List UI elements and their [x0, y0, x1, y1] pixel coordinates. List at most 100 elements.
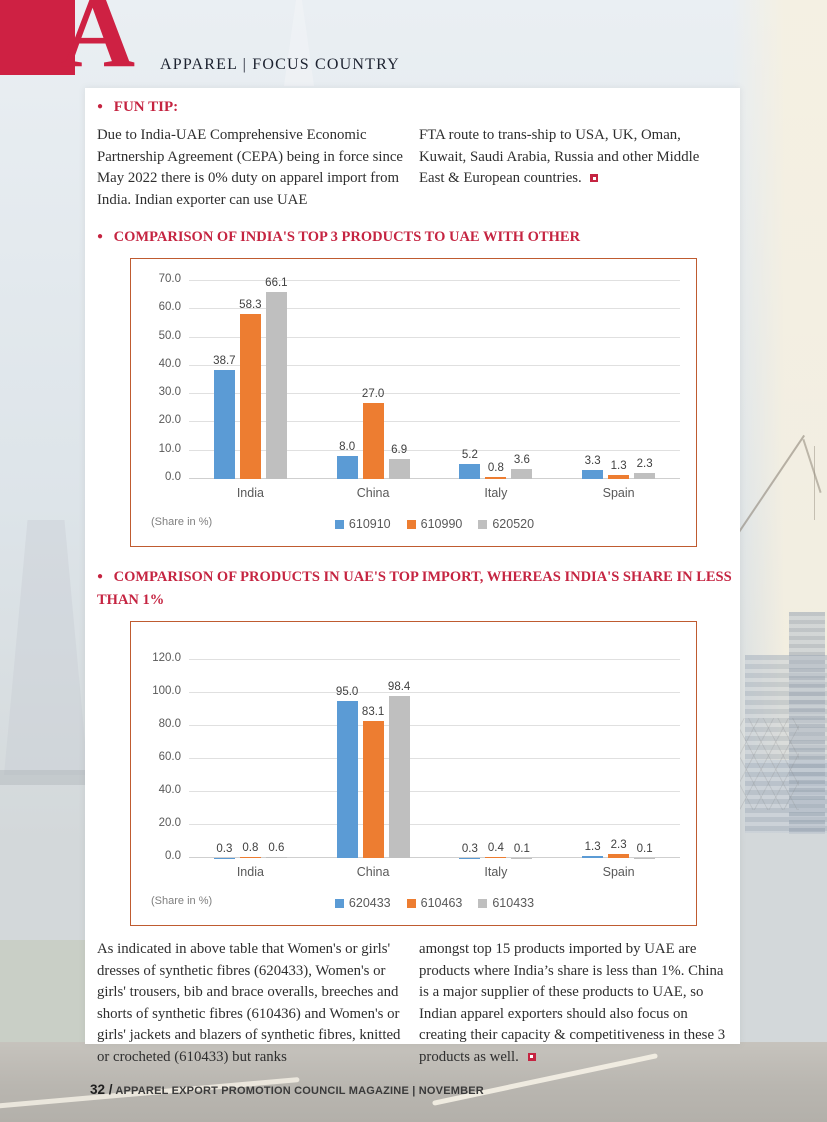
bar-610910-china [336, 456, 358, 479]
bar-group-china: 95.0 83.1 98.4 China [312, 660, 435, 879]
brand-logo-letter: A [60, 0, 136, 89]
bar-slot: 0.3 [459, 660, 481, 858]
y-axis-tick: 0.0 [165, 850, 181, 862]
bar-slot: 3.6 [511, 281, 533, 479]
bar-610463-india [239, 856, 261, 858]
bar-slot: 0.8 [239, 660, 261, 858]
fun-tip-col-right-text: FTA route to trans-ship to USA, UK, Oman… [419, 127, 700, 186]
fun-tip-col-left: Due to India-UAE Comprehensive Economic … [97, 127, 404, 208]
bar-620433-spain [582, 855, 604, 858]
brand-red-block [0, 0, 75, 75]
legend-label: 620433 [348, 896, 391, 910]
y-axis-tick: 70.0 [158, 273, 181, 285]
value-label: 8.0 [339, 441, 356, 454]
bar-610910-italy [459, 464, 481, 479]
bar-slot: 27.0 [361, 281, 385, 479]
value-label: 0.1 [513, 842, 530, 855]
bar-slot: 8.0 [336, 281, 358, 479]
bar-group-china: 8.0 27.0 6.9 China [312, 281, 435, 500]
y-axis-tick: 0.0 [165, 471, 181, 483]
value-label: 83.1 [361, 705, 385, 718]
gridline: 120.0 [152, 652, 680, 664]
value-label: 2.3 [636, 457, 653, 470]
chart1-heading-text: COMPARISON OF INDIA'S TOP 3 PRODUCTS TO … [113, 229, 581, 245]
chart2-section-heading: COMPARISON OF PRODUCTS IN UAE'S TOP IMPO… [97, 565, 737, 612]
legend-label: 620520 [492, 517, 535, 531]
value-label: 1.3 [584, 840, 601, 853]
chart1-legend: 610910 610990 620520 [334, 517, 535, 531]
chart1-bar-groups: 38.7 58.3 66.1 India 8.0 27.0 6.9 China 5.2 0.8 3.… [189, 277, 680, 500]
background-building-right [745, 655, 827, 833]
body-col-left: As indicated in above table that Women's… [97, 941, 401, 1065]
background-greenery [0, 940, 94, 1045]
category-label: China [356, 486, 390, 500]
page-footer: 32 / APPAREL EXPORT PROMOTION COUNCIL MA… [90, 1081, 484, 1099]
body-col-right: amongst top 15 products imported by UAE … [419, 939, 728, 1068]
background-crane-jib-icon [802, 439, 822, 493]
gridline: 0.0 [165, 850, 680, 862]
fun-tip-heading-text: FUN TIP: [113, 99, 179, 115]
bar-slot: 2.3 [608, 660, 630, 858]
bar-slot: 1.3 [608, 281, 630, 479]
legend-swatch-icon [334, 519, 344, 529]
legend-swatch-icon [478, 519, 488, 529]
value-label: 6.9 [391, 444, 408, 457]
category-label: Spain [602, 865, 635, 879]
legend-label: 610433 [492, 896, 535, 910]
y-axis-tick: 40.0 [158, 357, 181, 370]
category-label: India [236, 865, 264, 879]
value-label: 0.6 [268, 842, 285, 855]
bar-slot: 0.4 [485, 660, 507, 858]
bar-610463-spain [608, 854, 630, 858]
bar-620520-india [265, 292, 287, 479]
value-label: 27.0 [361, 387, 385, 400]
category-label: Italy [484, 486, 508, 500]
bar-slot: 58.3 [239, 281, 262, 479]
legend-item-610910: 610910 [334, 517, 391, 531]
bar-slot: 5.2 [459, 281, 481, 479]
bar-610910-spain [582, 469, 604, 479]
value-label: 3.6 [513, 453, 530, 466]
bar-610433-china [388, 695, 410, 858]
value-label: 0.8 [242, 841, 259, 854]
gridline: 10.0 [159, 443, 680, 455]
bar-slot: 0.8 [485, 281, 507, 479]
bar-slot: 95.0 [336, 660, 358, 858]
fun-tip-columns: Due to India-UAE Comprehensive Economic … [97, 125, 728, 211]
chart1-footer: (Share in %) 610910 610990 620520 [151, 512, 680, 536]
y-axis-tick: 30.0 [158, 386, 181, 399]
background-building-right-2 [789, 612, 825, 834]
background-crane-cable [814, 446, 815, 520]
value-label: 3.3 [584, 454, 601, 467]
bar-610990-italy [485, 476, 507, 479]
gridline: 0.0 [165, 471, 680, 483]
bar-slot: 0.3 [213, 660, 235, 858]
y-axis-tick: 80.0 [158, 718, 181, 731]
chart-top3-products: 70.0 60.0 50.0 40.0 30.0 20.0 10.0 0.0 38.7 58.3… [130, 258, 697, 547]
value-label: 1.3 [610, 460, 627, 473]
bar-slot: 66.1 [265, 277, 288, 479]
fun-tip-col-right: FTA route to trans-ship to USA, UK, Oman… [419, 125, 728, 211]
y-axis-tick: 20.0 [158, 817, 181, 830]
value-label: 5.2 [461, 449, 478, 462]
bar-group-spain: 1.3 2.3 0.1 Spain [557, 660, 680, 879]
bar-group-india: 38.7 58.3 66.1 India [189, 277, 312, 500]
y-axis-tick: 60.0 [158, 301, 181, 314]
background-bridge [0, 770, 96, 785]
bar-slot: 0.1 [511, 660, 533, 858]
bar-620520-italy [511, 468, 533, 479]
body-columns: As indicated in above table that Women's… [97, 939, 728, 1068]
bar-610910-india [213, 369, 235, 479]
chart2-legend: 620433 610463 610433 [334, 896, 535, 910]
chart2-bar-groups: 0.3 0.8 0.6 India 95.0 83.1 98.4 China 0.3 0.4 0.1… [189, 660, 680, 879]
value-label: 2.3 [610, 839, 627, 852]
bar-slot: 6.9 [388, 281, 410, 479]
bar-slot: 0.6 [265, 660, 287, 858]
bar-610433-india [265, 857, 287, 858]
value-label: 58.3 [239, 299, 262, 312]
footer-text: APPAREL EXPORT PROMOTION COUNCIL MAGAZIN… [112, 1085, 484, 1097]
background-tower-left [4, 520, 88, 775]
background-sky-warm [732, 0, 827, 760]
category-label: India [236, 486, 264, 500]
value-label: 66.1 [265, 277, 288, 290]
